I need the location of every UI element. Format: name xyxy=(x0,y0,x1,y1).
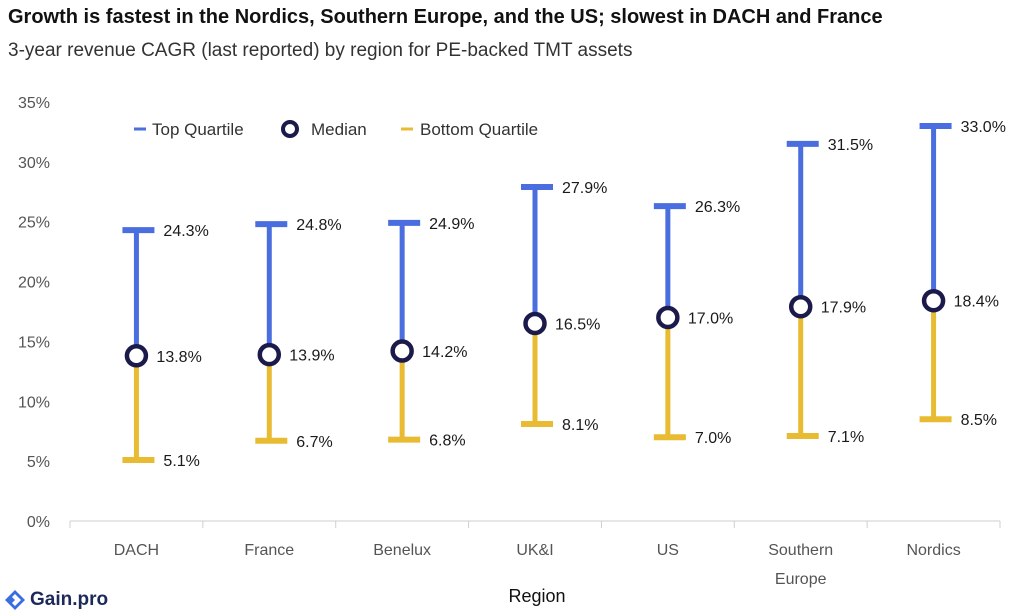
chart-title: Growth is fastest in the Nordics, Southe… xyxy=(8,6,883,28)
median-point xyxy=(921,288,946,313)
median-point xyxy=(257,342,282,367)
y-axis: 0% 5% 10% 15% 20% 25% 30% 35% xyxy=(18,95,50,531)
x-tick-label: Southern xyxy=(768,542,833,559)
median-point xyxy=(656,305,680,330)
x-tick-label: DACH xyxy=(114,542,159,559)
y-tick-label: 20% xyxy=(18,275,50,292)
median-label: 14.2% xyxy=(422,344,467,361)
y-tick-label: 5% xyxy=(27,454,50,471)
x-tick-label: UK&I xyxy=(516,542,553,559)
median-label: 13.8% xyxy=(156,349,201,366)
top-quartile-label: 24.3% xyxy=(163,223,208,240)
x-axis-ticks: DACH France Benelux UK&I US Southern Europe Nor… xyxy=(69,521,1001,588)
brand-logo: Gain.pro xyxy=(4,588,108,612)
bottom-quartile-label: 7.0% xyxy=(695,430,731,447)
top-quartile-label: 24.9% xyxy=(429,216,474,233)
x-tick-label: France xyxy=(244,542,294,559)
x-axis-label: Region xyxy=(508,586,565,606)
legend-median-label: Median xyxy=(311,120,367,139)
top-quartile-label: 33.0% xyxy=(961,119,1006,136)
median-point xyxy=(390,339,414,363)
brand-name: Gain.pro xyxy=(30,589,109,610)
legend-top-quartile-label: Top Quartile xyxy=(152,120,244,139)
gain-logo-icon xyxy=(5,590,25,610)
bottom-quartile-label: 5.1% xyxy=(163,453,199,470)
median-point xyxy=(788,294,813,319)
bottom-quartile-label: 6.8% xyxy=(429,433,465,450)
legend-median-swatch xyxy=(281,120,299,138)
top-quartile-label: 31.5% xyxy=(828,137,873,154)
legend: Top Quartile Median Bottom Quartile xyxy=(134,120,538,139)
y-tick-label: 0% xyxy=(27,514,50,531)
median-point xyxy=(124,344,149,368)
median-label: 13.9% xyxy=(289,348,334,365)
bottom-quartile-label: 8.5% xyxy=(961,412,997,429)
bottom-quartile-label: 8.1% xyxy=(562,417,598,434)
y-tick-label: 35% xyxy=(18,95,50,112)
chart-subtitle: 3-year revenue CAGR (last reported) by r… xyxy=(8,40,633,61)
x-tick-label: Benelux xyxy=(373,542,431,559)
y-tick-label: 10% xyxy=(18,394,50,411)
top-quartile-label: 26.3% xyxy=(695,199,740,216)
y-tick-label: 25% xyxy=(18,215,50,232)
x-tick-label: US xyxy=(657,542,679,559)
median-label: 16.5% xyxy=(555,316,600,333)
median-point xyxy=(523,311,547,336)
x-tick-label: Nordics xyxy=(906,542,960,559)
median-label: 18.4% xyxy=(954,294,999,311)
top-quartile-label: 24.8% xyxy=(296,217,341,234)
median-label: 17.0% xyxy=(688,310,733,327)
x-tick-label: Europe xyxy=(775,571,827,588)
median-label: 17.9% xyxy=(821,300,866,317)
bottom-quartile-label: 6.7% xyxy=(296,434,332,451)
legend-bottom-quartile-label: Bottom Quartile xyxy=(420,120,538,139)
top-quartile-label: 27.9% xyxy=(562,180,607,197)
y-tick-label: 15% xyxy=(18,334,50,351)
chart-marks: 24.3% 13.8% 5.1% 24.8% 13.9% 6.7% 24.9% 14.2% 6.… xyxy=(122,119,1006,470)
bottom-quartile-label: 7.1% xyxy=(828,429,864,446)
y-tick-label: 30% xyxy=(18,155,50,172)
